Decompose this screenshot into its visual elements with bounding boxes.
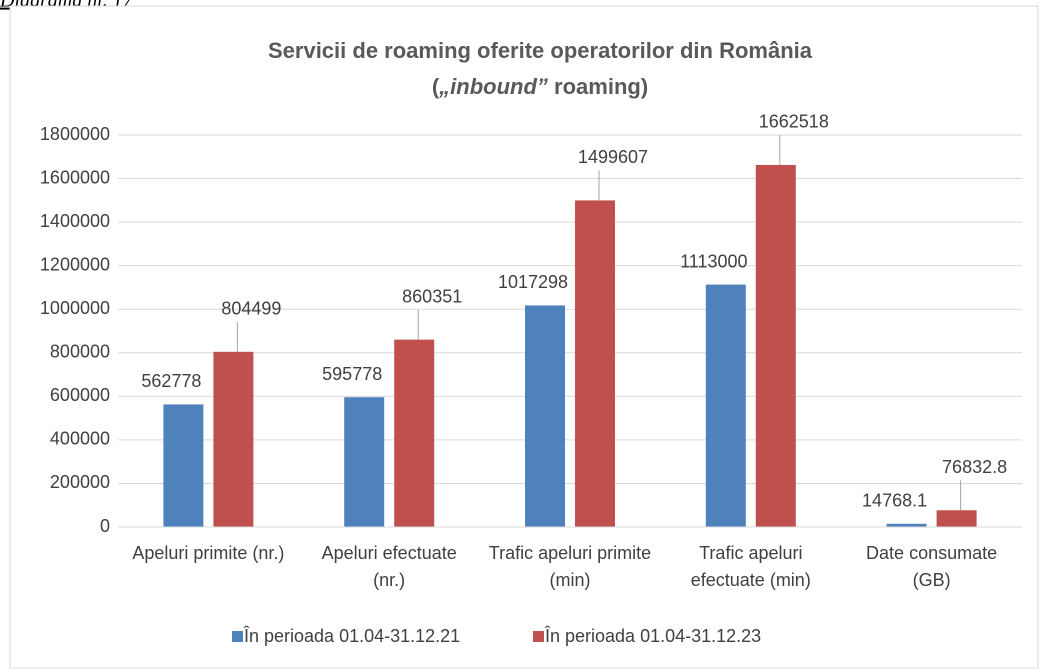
title-part: roaming) (548, 74, 648, 99)
data-label: 860351 (402, 286, 462, 306)
x-tick-label-box: Apeluri primite (nr.) (132, 543, 285, 563)
bar (213, 351, 254, 527)
chart-frame (9, 5, 1039, 669)
x-tick-label-box: Trafic apeluri efectuate (min) (690, 543, 811, 590)
bar (525, 305, 565, 527)
legend-label: În perioada 01.04-31.12.21 (243, 626, 460, 646)
bar (575, 200, 615, 527)
data-label: 1113000 (680, 251, 747, 271)
title-part: „inbound” (438, 74, 548, 99)
title-part: ( (432, 74, 440, 99)
y-tick-label: 800000 (50, 342, 110, 362)
x-tick-label: Apeluri efectuate (nr.) (321, 543, 457, 590)
data-label: 595778 (322, 364, 382, 384)
chart-title: Servicii de roaming oferite operatorilor… (268, 38, 813, 63)
bar (936, 510, 977, 527)
y-tick-label: 0 (100, 516, 110, 536)
y-tick-label: 1600000 (40, 167, 110, 187)
bar (755, 164, 796, 527)
legend-swatch (232, 631, 243, 642)
y-tick-label: 1000000 (40, 298, 110, 318)
y-tick-label: 1400000 (40, 211, 110, 231)
data-label: 1499607 (578, 147, 648, 167)
bar (886, 523, 927, 527)
y-tick-label: 400000 (50, 429, 110, 449)
bar (344, 397, 385, 527)
y-tick-label: 1800000 (40, 124, 110, 144)
y-tick-label: 600000 (50, 385, 110, 405)
y-tick-label: 1200000 (40, 254, 110, 274)
chart-title: („inbound” roaming) (432, 74, 648, 99)
data-label: 1662518 (759, 112, 829, 132)
data-label: 14768.1 (862, 491, 927, 511)
data-label: 1017298 (498, 272, 568, 292)
legend-swatch (533, 631, 544, 642)
x-tick-label: Trafic apeluri primite (min) (488, 543, 652, 590)
y-tick-label: 200000 (50, 472, 110, 492)
data-label: 562778 (141, 371, 201, 391)
data-label: 76832.8 (942, 457, 1007, 477)
x-tick-label-box: Apeluri efectuate (nr.) (321, 543, 457, 590)
bar (394, 339, 435, 527)
x-tick-label: Trafic apeluri efectuate (min) (690, 543, 811, 590)
x-tick-label-box: Date consumate (GB) (866, 543, 998, 590)
x-tick-label: Date consumate (GB) (866, 543, 998, 590)
bar (705, 284, 746, 527)
data-label: 804499 (221, 299, 281, 319)
x-tick-label: Apeluri primite (nr.) (132, 543, 285, 563)
x-tick-label-box: Trafic apeluri primite (min) (488, 543, 652, 590)
legend-label: În perioada 01.04-31.12.23 (544, 626, 761, 646)
bar (163, 404, 204, 527)
